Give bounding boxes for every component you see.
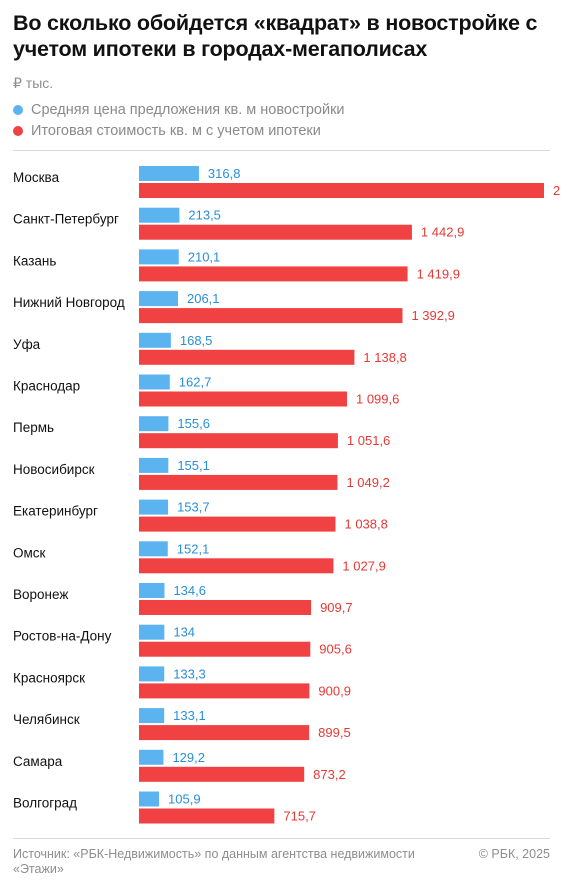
bar-total-cost <box>139 308 403 324</box>
bar-total-cost <box>139 766 305 782</box>
category-label: Москва <box>13 170 60 185</box>
legend-item-avg-price: Средняя цена предложения кв. м новострой… <box>13 99 345 120</box>
value-label-total-cost: 905,6 <box>319 642 352 657</box>
legend: Средняя цена предложения кв. м новострой… <box>13 99 345 141</box>
category-label: Пермь <box>13 420 54 435</box>
value-label-avg-price: 213,5 <box>188 208 221 223</box>
value-label-total-cost: 899,5 <box>318 725 351 740</box>
category-label: Нижний Новгород <box>13 295 125 310</box>
bar-avg-price <box>139 374 170 390</box>
category-label: Самара <box>13 754 63 769</box>
category-label: Екатеринбург <box>13 504 98 519</box>
value-label-avg-price: 168,5 <box>180 333 213 348</box>
bar-total-cost <box>139 808 275 824</box>
value-label-total-cost: 873,2 <box>313 767 346 782</box>
bar-avg-price <box>139 291 178 307</box>
bar-total-cost <box>139 683 310 699</box>
bar-avg-price <box>139 541 168 557</box>
value-label-avg-price: 153,7 <box>177 500 210 515</box>
value-label-total-cost: 900,9 <box>318 683 351 698</box>
value-label-avg-price: 152,1 <box>177 541 210 556</box>
value-label-avg-price: 105,9 <box>168 792 201 807</box>
bar-total-cost <box>139 725 310 741</box>
value-label-avg-price: 316,8 <box>208 166 241 181</box>
category-label: Новосибирск <box>13 462 95 477</box>
category-label: Уфа <box>13 337 41 352</box>
category-label: Омск <box>13 545 46 560</box>
bar-avg-price <box>139 249 179 265</box>
bar-avg-price <box>139 749 164 765</box>
bar-avg-price <box>139 791 160 807</box>
legend-dot-blue-icon <box>13 104 23 115</box>
unit-label: ₽ тыс. <box>13 75 54 91</box>
bar-total-cost <box>139 224 412 240</box>
bar-total-cost <box>139 641 311 657</box>
top-divider <box>13 150 550 151</box>
bar-total-cost <box>139 433 338 449</box>
bar-total-cost <box>139 349 355 365</box>
value-label-avg-price: 206,1 <box>187 291 220 306</box>
value-label-avg-price: 162,7 <box>179 375 212 390</box>
legend-label-avg-price: Средняя цена предложения кв. м новострой… <box>31 101 345 118</box>
value-label-avg-price: 133,1 <box>173 708 206 723</box>
bar-avg-price <box>139 708 165 724</box>
category-label: Краснодар <box>13 379 80 394</box>
value-label-total-cost: 2 141,1 <box>553 183 563 198</box>
legend-dot-red-icon <box>13 125 23 136</box>
value-label-avg-price: 134,6 <box>173 583 206 598</box>
bar-avg-price <box>139 624 165 640</box>
bar-avg-price <box>139 166 199 181</box>
value-label-total-cost: 1 051,6 <box>347 433 390 448</box>
value-label-avg-price: 210,1 <box>188 249 221 264</box>
category-label: Волгоград <box>13 796 77 811</box>
copyright: © РБК, 2025 <box>478 847 550 861</box>
bar-chart: Москва 316,8 2 141,1 Санкт-Петербург 213,5 1 … <box>13 166 563 824</box>
category-label: Санкт-Петербург <box>13 212 119 227</box>
value-label-avg-price: 129,2 <box>172 750 205 765</box>
category-label: Челябинск <box>13 712 80 727</box>
bar-avg-price <box>139 332 171 348</box>
category-label: Красноярск <box>13 670 85 685</box>
value-label-total-cost: 1 392,9 <box>411 308 454 323</box>
value-label-total-cost: 1 419,9 <box>417 266 460 281</box>
value-label-total-cost: 1 027,9 <box>342 558 385 573</box>
bar-total-cost <box>139 516 336 532</box>
value-label-total-cost: 715,7 <box>283 809 316 824</box>
value-label-total-cost: 1 138,8 <box>363 350 406 365</box>
bottom-divider <box>13 838 550 839</box>
bar-avg-price <box>139 583 165 598</box>
bar-avg-price <box>139 499 169 515</box>
bar-total-cost <box>139 391 347 407</box>
category-label: Воронеж <box>13 587 68 602</box>
value-label-avg-price: 155,6 <box>177 416 210 431</box>
value-label-total-cost: 1 049,2 <box>346 475 389 490</box>
value-label-total-cost: 1 099,6 <box>356 392 399 407</box>
bar-total-cost <box>139 558 334 574</box>
category-label: Ростов-на-Дону <box>13 629 112 644</box>
bar-avg-price <box>139 666 165 682</box>
bar-avg-price <box>139 207 180 223</box>
bar-total-cost <box>139 183 544 198</box>
bar-total-cost <box>139 600 312 615</box>
chart-title: Во сколько обойдется «квадрат» в новостр… <box>13 11 538 61</box>
bar-avg-price <box>139 416 169 432</box>
value-label-avg-price: 155,1 <box>177 458 210 473</box>
bar-avg-price <box>139 457 169 473</box>
category-label: Казань <box>13 253 56 268</box>
legend-label-total-cost: Итоговая стоимость кв. м с учетом ипотек… <box>31 122 321 139</box>
value-label-avg-price: 134 <box>173 625 195 640</box>
value-label-avg-price: 133,3 <box>173 666 206 681</box>
source-note: Источник: «РБК-Недвижимость» по данным а… <box>13 847 415 876</box>
value-label-total-cost: 1 442,9 <box>421 225 464 240</box>
bar-total-cost <box>139 266 408 282</box>
bar-total-cost <box>139 474 338 490</box>
legend-item-total-cost: Итоговая стоимость кв. м с учетом ипотек… <box>13 120 345 141</box>
value-label-total-cost: 1 038,8 <box>344 517 387 532</box>
value-label-total-cost: 909,7 <box>320 600 353 615</box>
